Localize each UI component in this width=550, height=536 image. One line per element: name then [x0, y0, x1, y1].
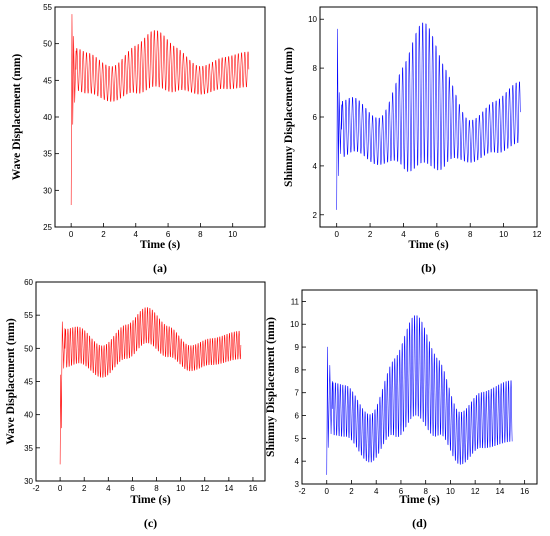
y-tick-label-d-4: 7: [295, 389, 300, 398]
y-tick-label-b-2: 6: [313, 113, 318, 122]
x-tick-label-d-3: 4: [374, 487, 379, 496]
y-tick-label-d-0: 3: [295, 480, 300, 489]
y-tick-label-c-1: 35: [24, 444, 33, 453]
y-axis-label-d: Shimmy Displacement (mm): [265, 317, 277, 457]
y-tick-label-a-2: 35: [43, 150, 52, 159]
x-tick-label-c-6: 10: [176, 484, 185, 493]
chart-b: 0 2 4 6 8 10 12 2 4 6 8 10 Time (s) Shimmy Displaceme…: [283, 6, 542, 275]
x-tick-label-a-2: 4: [134, 230, 139, 239]
y-tick-label-c-4: 50: [24, 344, 33, 353]
x-tick-label-b-5: 10: [499, 230, 508, 239]
x-tick-label-d-4: 6: [399, 487, 404, 496]
x-tick-label-a-3: 6: [166, 230, 171, 239]
x-tick-label-c-1: 0: [58, 484, 63, 493]
y-tick-label-c-2: 40: [24, 411, 33, 420]
y-tick-label-d-6: 9: [295, 343, 300, 352]
x-tick-label-d-7: 12: [471, 487, 480, 496]
x-axis-label-d: Time (s): [399, 494, 440, 506]
x-tick-label-c-7: 12: [200, 484, 209, 493]
plot-frame-a: [54, 6, 266, 228]
x-tick-label-c-4: 6: [130, 484, 135, 493]
x-axis-label-a: Time (s): [140, 239, 181, 251]
y-axis-label-c: Wave Displacement (mm): [5, 318, 17, 445]
series-line-a: [70, 14, 250, 206]
y-tick-label-a-6: 55: [43, 3, 52, 12]
x-tick-label-b-2: 4: [401, 230, 406, 239]
x-tick-label-a-5: 10: [228, 230, 237, 239]
y-tick-label-c-6: 60: [24, 278, 33, 287]
y-tick-label-d-3: 6: [295, 412, 300, 421]
y-tick-label-c-0: 30: [24, 477, 33, 486]
x-tick-label-a-1: 2: [101, 230, 106, 239]
y-tick-label-c-3: 45: [24, 378, 33, 387]
y-tick-label-a-4: 45: [43, 76, 52, 85]
y-tick-label-a-1: 30: [43, 186, 52, 195]
y-tick-label-b-3: 8: [313, 64, 318, 73]
x-tick-label-d-5: 8: [423, 487, 428, 496]
y-tick-label-b-0: 2: [313, 211, 318, 220]
x-tick-label-c-9: 16: [248, 484, 257, 493]
y-axis-label-a: Wave Displacement (mm): [11, 54, 23, 181]
x-tick-label-c-8: 14: [224, 484, 233, 493]
x-tick-label-d-0: -2: [298, 487, 306, 496]
x-axis-label-b: Time (s): [408, 239, 449, 251]
x-tick-label-d-1: 0: [325, 487, 330, 496]
x-tick-label-a-4: 8: [198, 230, 203, 239]
plot-frame-d: [301, 289, 538, 485]
series-line-d: [326, 315, 513, 475]
series-line-c: [59, 307, 242, 465]
y-axis-label-b: Shimmy Displacement (mm): [283, 47, 295, 187]
x-tick-label-b-6: 12: [533, 230, 542, 239]
y-tick-label-b-1: 4: [313, 162, 318, 171]
x-tick-label-c-5: 8: [154, 484, 159, 493]
series-line-b: [336, 22, 521, 210]
x-tick-label-b-3: 6: [435, 230, 440, 239]
panel-label-a: (a): [153, 261, 167, 275]
chart-a: 0 2 4 6 8 10 25 30 35 40 45 50 55 Time (s) Wave Displa…: [11, 3, 266, 275]
panel-label-b: (b): [421, 261, 436, 275]
chart-d: -2 0 2 4 6 8 10 12 14 16 3 4 5 6 7 8 9 10 11 Time (s) Shimmy…: [265, 289, 538, 530]
y-tick-label-d-2: 5: [295, 434, 300, 443]
x-tick-label-b-0: 0: [334, 230, 339, 239]
x-axis-label-c: Time (s): [130, 494, 171, 506]
y-tick-label-d-1: 4: [295, 457, 300, 466]
y-tick-label-d-5: 8: [295, 366, 300, 375]
x-tick-label-d-6: 10: [446, 487, 455, 496]
x-tick-label-b-4: 8: [468, 230, 473, 239]
x-tick-label-d-9: 16: [520, 487, 529, 496]
y-tick-label-c-5: 55: [24, 311, 33, 320]
y-tick-label-b-4: 10: [308, 15, 317, 24]
x-tick-label-d-2: 2: [349, 487, 354, 496]
x-tick-label-b-1: 2: [368, 230, 373, 239]
y-tick-label-d-7: 10: [290, 320, 299, 329]
y-tick-label-d-8: 11: [291, 297, 300, 306]
x-tick-label-a-0: 0: [69, 230, 74, 239]
plot-frame-c: [35, 281, 266, 482]
y-tick-label-a-5: 50: [43, 40, 52, 49]
x-tick-label-c-2: 2: [82, 484, 87, 493]
y-tick-label-a-3: 40: [43, 113, 52, 122]
panel-label-c: (c): [144, 516, 157, 530]
x-tick-label-c-0: -2: [32, 484, 40, 493]
panel-label-d: (d): [412, 516, 427, 530]
x-tick-label-c-3: 4: [106, 484, 111, 493]
x-tick-label-d-8: 14: [495, 487, 504, 496]
chart-c: -2 0 2 4 6 8 10 12 14 16 30 35 40 45 50 55 60 Time (s) Wav…: [5, 278, 266, 530]
y-tick-label-a-0: 25: [43, 223, 52, 232]
